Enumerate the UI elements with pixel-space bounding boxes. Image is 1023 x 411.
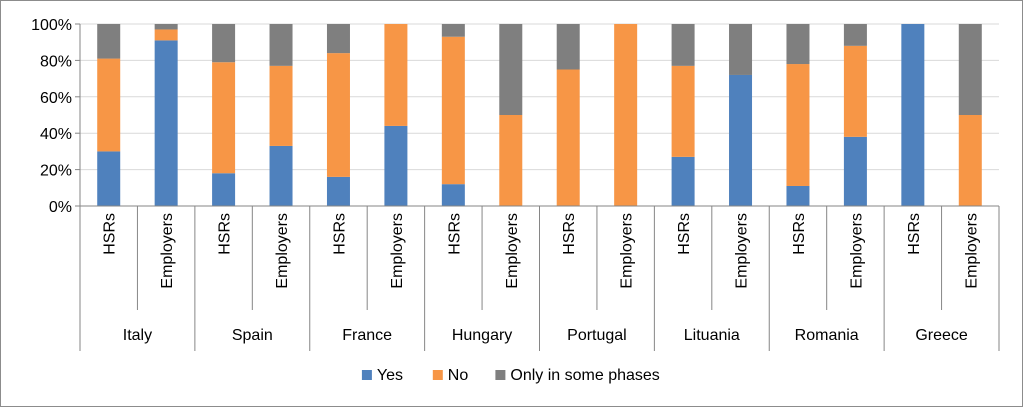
bar-segment-yes <box>441 184 465 206</box>
legend-swatch-no <box>432 370 443 380</box>
bar-segment-yes <box>212 173 236 206</box>
y-tick-label: 60% <box>40 90 72 107</box>
x-subcategory-label: HSRs <box>676 213 693 255</box>
x-group-label: Greece <box>915 327 968 344</box>
bar-segment-no <box>326 53 350 177</box>
bar-segment-only-in-some-phases <box>786 24 810 65</box>
x-subcategory-label: Employers <box>274 213 291 289</box>
y-tick-label: 20% <box>40 163 72 180</box>
x-group-label: Portugal <box>567 327 627 344</box>
x-subcategory-label: HSRs <box>561 213 578 255</box>
x-group-label: Hungary <box>452 327 512 344</box>
y-tick-label: 100% <box>31 17 72 34</box>
bar-segment-no <box>97 58 121 152</box>
y-tick-label: 0% <box>49 199 72 216</box>
bar-segment-no <box>441 36 465 185</box>
bar-segment-no <box>671 65 695 157</box>
x-subcategory-label: Employers <box>963 213 980 289</box>
bar-segment-only-in-some-phases <box>212 24 236 63</box>
bar-segment-only-in-some-phases <box>843 24 867 46</box>
bar-segment-yes <box>326 176 350 206</box>
bar-segment-only-in-some-phases <box>958 24 982 115</box>
y-tick-label: 40% <box>40 126 72 143</box>
x-subcategory-label: HSRs <box>906 213 923 255</box>
bar-segment-only-in-some-phases <box>326 24 350 54</box>
legend-label: No <box>448 367 469 384</box>
bar-segment-yes <box>154 40 178 206</box>
x-subcategory-label: Employers <box>619 213 636 289</box>
bar-segment-yes <box>843 136 867 206</box>
legend-swatch-yes <box>361 370 372 380</box>
bar-segment-only-in-some-phases <box>671 24 695 66</box>
bar-segment-only-in-some-phases <box>269 24 293 66</box>
x-subcategory-label: Employers <box>389 213 406 289</box>
bar-segment-yes <box>269 145 293 206</box>
legend-label: Only in some phases <box>510 367 659 384</box>
bar-segment-only-in-some-phases <box>97 24 121 59</box>
bar-segment-yes <box>786 185 810 206</box>
x-subcategory-label: HSRs <box>217 213 234 255</box>
x-group-label: Spain <box>232 327 273 344</box>
x-group-label: Romania <box>795 327 859 344</box>
bar-segment-only-in-some-phases <box>154 24 178 30</box>
bar-segment-no <box>499 115 523 206</box>
x-subcategory-label: Employers <box>159 213 176 289</box>
x-subcategory-label: HSRs <box>446 213 463 255</box>
bar-segment-no <box>958 115 982 206</box>
x-subcategory-label: Employers <box>504 213 521 289</box>
bar-segment-only-in-some-phases <box>441 24 465 37</box>
x-subcategory-label: HSRs <box>791 213 808 255</box>
legend-label: Yes <box>377 367 403 384</box>
x-group-label: France <box>342 327 392 344</box>
y-tick-label: 80% <box>40 53 72 70</box>
bar-segment-no <box>556 69 580 206</box>
bar-segment-yes <box>729 74 753 207</box>
bar-segment-only-in-some-phases <box>729 24 753 75</box>
bar-segment-yes <box>901 24 925 206</box>
bar-segment-no <box>154 29 178 41</box>
bar-segment-no <box>786 64 810 186</box>
x-subcategory-label: HSRs <box>331 213 348 255</box>
x-subcategory-label: HSRs <box>102 213 119 255</box>
bar-segment-only-in-some-phases <box>556 24 580 70</box>
x-subcategory-label: Employers <box>848 213 865 289</box>
bar-segment-yes <box>671 156 695 206</box>
bar-segment-no <box>384 24 408 126</box>
bar-segment-yes <box>384 125 408 206</box>
bar-segment-only-in-some-phases <box>499 24 523 115</box>
x-group-label: Lituania <box>684 327 740 344</box>
bar-segment-no <box>843 45 867 137</box>
legend-swatch-only-in-some-phases <box>495 370 506 380</box>
bar-segment-no <box>269 65 293 146</box>
bar-segment-yes <box>97 151 121 206</box>
bar-segment-no <box>212 62 236 174</box>
x-subcategory-label: Employers <box>734 213 751 289</box>
x-group-label: Italy <box>123 327 152 344</box>
bar-segment-no <box>614 24 638 206</box>
